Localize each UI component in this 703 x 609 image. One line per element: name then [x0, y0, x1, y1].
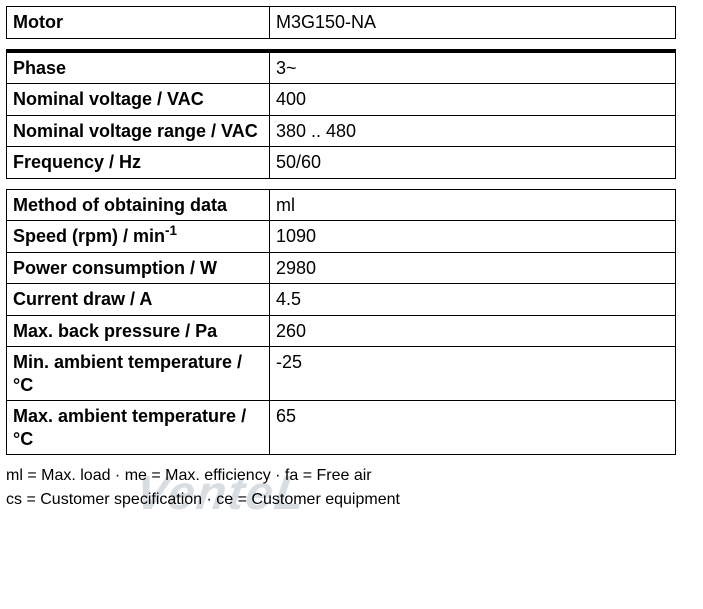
cell-label: Nominal voltage / VAC: [7, 84, 270, 116]
cell-label: Nominal voltage range / VAC: [7, 115, 270, 147]
table-row: Max. back pressure / Pa 260: [7, 315, 676, 347]
cell-value: 380 .. 480: [270, 115, 676, 147]
cell-label: Frequency / Hz: [7, 147, 270, 179]
cell-value: 400: [270, 84, 676, 116]
table-row: Method of obtaining data ml: [7, 189, 676, 221]
cell-value: M3G150-NA: [270, 7, 676, 39]
motor-table: Motor M3G150-NA: [6, 6, 676, 39]
cell-value: 65: [270, 401, 676, 455]
cell-label: Motor: [7, 7, 270, 39]
cell-label: Power consumption / W: [7, 252, 270, 284]
table-row: Nominal voltage / VAC 400: [7, 84, 676, 116]
cell-label: Current draw / A: [7, 284, 270, 316]
table-row: Motor M3G150-NA: [7, 7, 676, 39]
spec-sheet: { "table_motor": { "rows": [ { "label": …: [6, 6, 697, 510]
cell-value: -25: [270, 347, 676, 401]
cell-value: 4.5: [270, 284, 676, 316]
cell-label: Min. ambient temperature / °C: [7, 347, 270, 401]
cell-label: Max. back pressure / Pa: [7, 315, 270, 347]
table-row: Phase 3~: [7, 51, 676, 84]
cell-label: Phase: [7, 51, 270, 84]
cell-label: Method of obtaining data: [7, 189, 270, 221]
cell-label: Speed (rpm) / min-1: [7, 221, 270, 253]
electrical-table: Phase 3~ Nominal voltage / VAC 400 Nomin…: [6, 49, 676, 179]
table-row: Nominal voltage range / VAC 380 .. 480: [7, 115, 676, 147]
table-row: Speed (rpm) / min-1 1090: [7, 221, 676, 253]
table-row: Max. ambient temperature / °C 65: [7, 401, 676, 455]
cell-value: 1090: [270, 221, 676, 253]
cell-label: Max. ambient temperature / °C: [7, 401, 270, 455]
table-row: Current draw / A 4.5: [7, 284, 676, 316]
table-row: Power consumption / W 2980: [7, 252, 676, 284]
table-row: Min. ambient temperature / °C -25: [7, 347, 676, 401]
cell-value: 3~: [270, 51, 676, 84]
cell-value: 50/60: [270, 147, 676, 179]
footnote-line-2: cs = Customer specification · ce = Custo…: [6, 489, 697, 511]
cell-value: ml: [270, 189, 676, 221]
performance-table: Method of obtaining data ml Speed (rpm) …: [6, 189, 676, 456]
footnote-line-1: ml = Max. load · me = Max. efficiency · …: [6, 465, 697, 487]
cell-value: 260: [270, 315, 676, 347]
table-row: Frequency / Hz 50/60: [7, 147, 676, 179]
cell-value: 2980: [270, 252, 676, 284]
